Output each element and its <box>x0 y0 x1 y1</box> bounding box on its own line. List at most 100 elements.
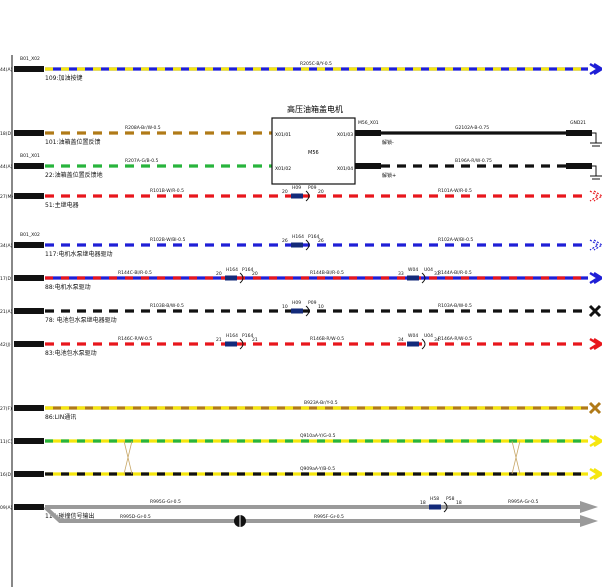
wire-3-desc: 22:油箱盖位置反馈地 <box>45 171 103 179</box>
wire-12-pin-1-plug: H58 <box>430 496 439 502</box>
wire-12-desc: 116:碰撞信号输出 <box>45 512 94 520</box>
motor-pin-tl: X01/01 <box>275 132 291 138</box>
wire-12-label: R995G-Gr-0.5 <box>150 499 181 505</box>
wire-5-connector-name: B01_X02 <box>20 232 40 238</box>
wire-4-pin-1-left-num: 20 <box>282 189 288 195</box>
wire-8-pin-2-recep: U04 <box>424 333 433 339</box>
wire-6-pin-2-recep: U04 <box>424 267 433 273</box>
wire-12-branch-arrow-icon <box>580 515 598 527</box>
wire-7-pin-1-right-num: 10 <box>318 304 324 310</box>
wire-8-label: R146C-R/W-0.5 <box>118 336 152 342</box>
wire-2-ground-icon <box>590 132 602 147</box>
wire-6-pin-1-plug: H164 <box>226 267 238 273</box>
wire-2-end-conn: GND21 <box>570 120 586 126</box>
wire-11-connector-block <box>14 471 44 477</box>
twist-marker-1 <box>123 440 133 475</box>
wire-6-mid-label: R144B-Bl/R-0.5 <box>310 270 344 276</box>
motor-m56: 高压油箱盖电机 M56 X01/01 X01/02 X01/03 X01/04 <box>271 104 356 185</box>
wire-8-pin-2-left-num: 34 <box>398 337 404 343</box>
wire-6-pin-1-left-num: 20 <box>216 271 222 277</box>
wire-10-connector-block <box>14 438 44 444</box>
wire-6-pin-2-plug-block <box>407 275 419 281</box>
wire-11-end-arrow-icon <box>589 467 602 481</box>
wire-7-connector-block <box>14 308 44 314</box>
wire-5-pin-1-plug: H164 <box>292 234 304 240</box>
wire-5-end-arrow-icon <box>589 239 602 251</box>
wires-layer: 44(A) B01_X02 109:加油按键 R205C-B/Y-0.5 18(D) 10… <box>0 56 602 527</box>
wire-12-branch <box>43 505 580 523</box>
wire-12-pin-1-plug-block <box>429 504 441 510</box>
wire-8-desc: 83:电池包水泵驱动 <box>45 349 97 357</box>
wire-6-connector-block <box>14 275 44 281</box>
wire-9-end-cross-icon <box>588 401 602 415</box>
wire-5-pin-1-recep-arc <box>305 239 310 251</box>
wire-8-left-pin: 42(J) <box>0 342 11 348</box>
wire-6-pin-2-plug: W04 <box>408 267 418 273</box>
wire-1-connector-block <box>14 66 44 72</box>
wire-10-left-pin: 11(C) <box>0 439 13 445</box>
wire-5-pin-1-plug-block <box>291 242 303 248</box>
wire-6-pin-1-recep: P164 <box>242 267 253 273</box>
wire-3-left-pin: 44(A) <box>0 164 13 170</box>
wire-2-right-block <box>355 130 381 136</box>
wire-10-label: Q910aA-Y/G-0.5 <box>300 433 336 439</box>
wire-12-connector-block <box>14 504 44 510</box>
wire-7-pin-1-recep-arc <box>305 305 310 317</box>
wire-8-pin-2-plug: W04 <box>408 333 418 339</box>
wire-4-pin-1-right-num: 20 <box>318 189 324 195</box>
wire-7-desc: 78: 电池包水泵继电器驱动 <box>45 316 117 324</box>
wire-3-label: R207A-G/B-0.5 <box>125 158 158 164</box>
motor-pin-bl: X01/02 <box>275 166 291 172</box>
wire-8-pin-1-plug-block <box>225 341 237 347</box>
wire-5-desc: 117:电机水泵继电器驱动 <box>45 250 112 258</box>
wire-6-desc: 88:电机水泵驱动 <box>45 283 91 291</box>
wire-2-connector-block <box>14 130 44 136</box>
motor-pin-br: X01/04 <box>337 166 353 172</box>
motor-center-label: M56 <box>308 150 319 156</box>
wire-6-pin-2-right-num: 33 <box>434 271 440 277</box>
wire-4-label: R101B-W/R-0.5 <box>150 188 184 194</box>
wire-3-right-block <box>355 163 381 169</box>
wire-4-right-label: R101A-W/R-0.5 <box>438 188 472 194</box>
wire-12-pin-1-recep-arc <box>443 501 448 513</box>
wire-8-connector-block <box>14 341 44 347</box>
wire-8-pin-1-plug: H164 <box>226 333 238 339</box>
wire-12-branch-label: R995D-Gr-0.5 <box>120 514 151 520</box>
wire-3-right-label: B196A-R/W-0.75 <box>455 158 492 164</box>
wire-2-right-desc: 解锁- <box>382 139 394 146</box>
wire-4-pin-1-plug: H09 <box>292 185 301 191</box>
wire-6-pin-2-left-num: 33 <box>398 271 404 277</box>
wire-6-label: R144C-Bl/R-0.5 <box>118 270 152 276</box>
wire-8-pin-1-left-num: 21 <box>216 337 222 343</box>
wire-4-desc: 51:主继电器 <box>45 201 79 209</box>
wire-2-left-pin: 18(D) <box>0 131 13 137</box>
wire-8-pin-1-recep-arc <box>239 338 244 350</box>
wire-1-label: R205C-B/Y-0.5 <box>300 61 332 67</box>
wire-3-connector-name: B01_X01 <box>20 153 40 159</box>
wire-9-left-pin: 27(F) <box>0 406 12 412</box>
wire-7-pin-1-plug: H09 <box>292 300 301 306</box>
wire-5-pin-1-recep: P164 <box>308 234 319 240</box>
wire-4-pin-1-plug-block <box>291 193 303 199</box>
wire-10-end-arrow-icon <box>589 434 602 448</box>
wire-3-right-desc: 解锁+ <box>382 172 396 179</box>
wire-8-pin-2-plug-block <box>407 341 419 347</box>
wire-12-right-label: R995A-Gr-0.5 <box>508 499 538 505</box>
wire-8-end-arrow-icon <box>589 337 602 351</box>
wire-6-pin-2-recep-arc <box>421 272 426 284</box>
wire-9-label: B923A-Br/Y-0.5 <box>304 400 338 406</box>
wire-8-mid-label: R146B-R/W-0.5 <box>310 336 344 342</box>
wire-9-connector-block <box>14 405 44 411</box>
wire-3-ground-icon <box>590 165 602 180</box>
wire-6-left-pin: 17(D) <box>0 276 13 282</box>
wire-2-desc: 101:油箱盖位置反馈 <box>45 138 100 146</box>
wire-3-end-block <box>566 163 592 169</box>
wire-11-left-pin: 16(D) <box>0 472 13 478</box>
wire-7-pin-1-left-num: 10 <box>282 304 288 310</box>
wire-1-desc: 109:加油按键 <box>45 74 82 82</box>
motor-box <box>271 117 356 185</box>
wire-4-pin-1-recep-arc <box>305 190 310 202</box>
wire-1-left-pin: 44(A) <box>0 67 13 73</box>
wire-7-end-cross-icon <box>588 304 602 318</box>
